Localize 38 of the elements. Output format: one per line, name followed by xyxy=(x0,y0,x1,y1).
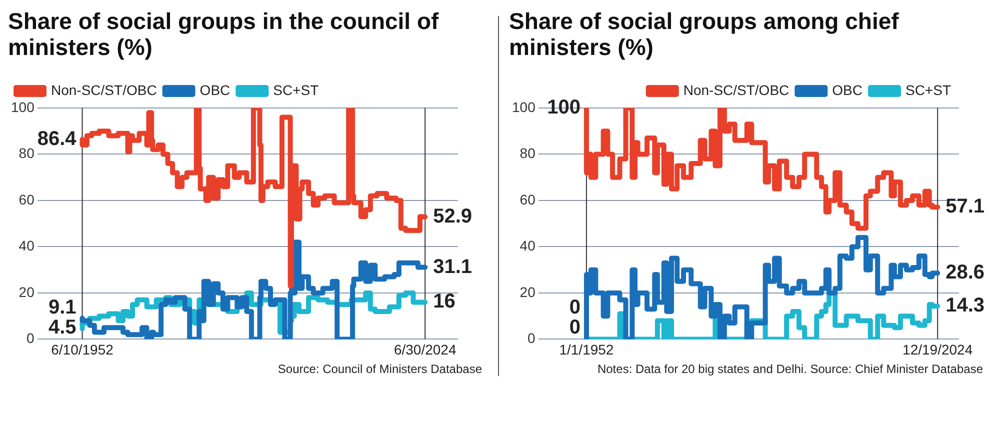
data-label: 28.6 xyxy=(946,262,985,284)
text: Notes: Data for 20 big states and Delhi. Source: Chief Minister Database xyxy=(596,362,984,376)
data-label: 14.3 xyxy=(946,294,985,317)
legend-label: Non-SC/ST/OBC xyxy=(683,82,790,98)
data-label: 16 xyxy=(433,290,456,313)
y-tick-label: 20 xyxy=(18,284,35,300)
y-tick-label: 0 xyxy=(26,330,35,346)
y-tick-label: 0 xyxy=(528,330,536,346)
y-tick-label: 40 xyxy=(18,238,35,254)
data-label: 100 xyxy=(547,96,580,119)
data-label: 31.1 xyxy=(433,256,472,278)
y-tick-label: 20 xyxy=(520,284,536,300)
chart-title: Share of social groups in the council of ministers (%) xyxy=(8,8,440,62)
x-tick-label: 12/19/2024 xyxy=(902,341,973,358)
legend-label: SC+ST xyxy=(273,82,320,98)
data-label: 0 xyxy=(569,316,580,339)
data-label: 57.1 xyxy=(946,196,985,218)
y-tick-label: 60 xyxy=(18,191,35,208)
y-tick-label: 100 xyxy=(512,98,536,115)
x-tick-label: 6/30/2024 xyxy=(394,341,456,358)
legend-label: OBC xyxy=(200,82,230,98)
legend-label: Non-SC/ST/OBC xyxy=(51,82,157,98)
data-label: 9.1 xyxy=(48,296,76,319)
y-tick-label: 80 xyxy=(520,145,536,162)
source-note: Source: Council of Ministers Database xyxy=(276,362,483,376)
x-tick-label: 1/1/1952 xyxy=(559,341,614,358)
y-tick-label: 40 xyxy=(520,238,536,254)
data-label: 52.9 xyxy=(433,205,472,228)
y-tick-label: 60 xyxy=(520,191,536,208)
x-tick-label: 6/10/1952 xyxy=(51,341,114,358)
y-tick-label: 80 xyxy=(18,145,35,162)
legend-label: OBC xyxy=(832,82,862,98)
y-tick-label: 100 xyxy=(11,98,35,115)
data-label: 4.5 xyxy=(48,316,76,339)
legend-label: SC+ST xyxy=(905,82,952,98)
data-label: 86.4 xyxy=(37,128,78,150)
chart-title: Share of social groups among chief ministers (%) xyxy=(509,8,900,62)
data-label: 0 xyxy=(569,296,580,319)
